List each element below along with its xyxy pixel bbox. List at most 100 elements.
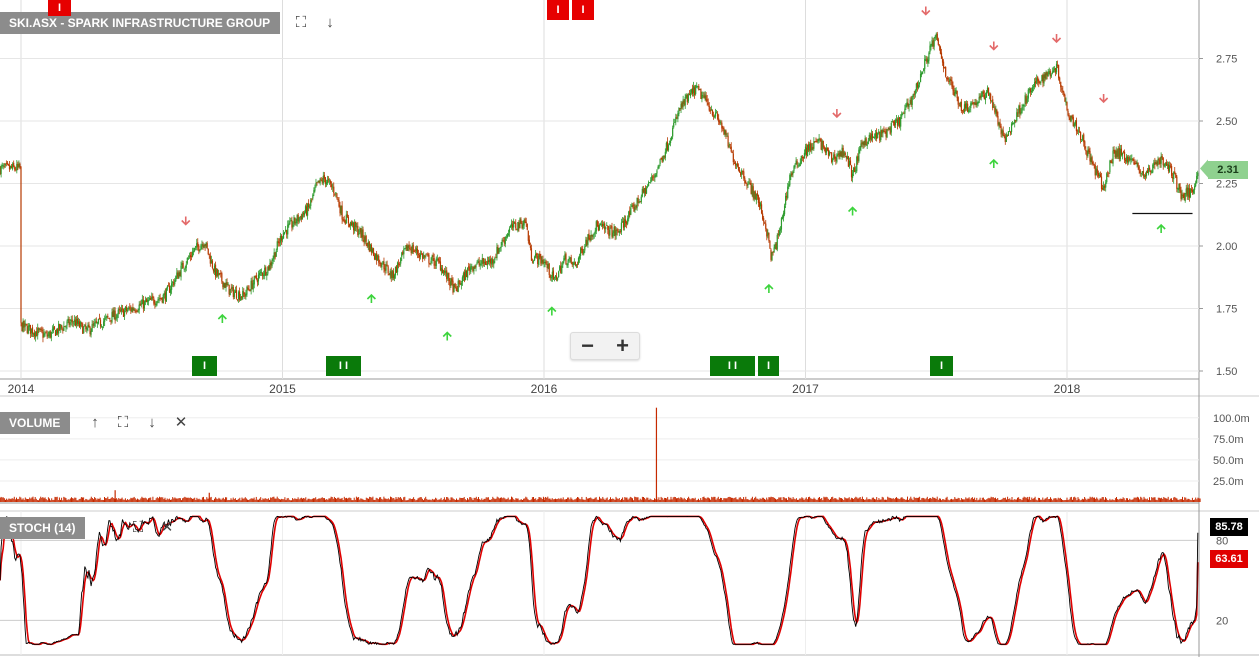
- candle-body: [398, 263, 400, 265]
- candle-body: [274, 252, 276, 258]
- badge-label: I: [57, 2, 62, 14]
- candle-body: [434, 264, 436, 266]
- close-icon[interactable]: ✕: [160, 519, 174, 536]
- candle-body: [1135, 162, 1137, 164]
- candle-body: [334, 193, 336, 195]
- candle-body: [763, 218, 765, 222]
- candle-body: [1192, 189, 1195, 193]
- candle-body: [437, 258, 439, 261]
- candle-body: [993, 106, 995, 108]
- signal-badge-green[interactable]: I: [930, 356, 953, 376]
- candle-body: [498, 248, 500, 254]
- candle-body: [283, 231, 286, 234]
- candle-body: [254, 275, 256, 277]
- candle-body: [121, 308, 124, 310]
- candle-body: [1081, 141, 1083, 142]
- candle-body: [680, 104, 682, 110]
- candle-body: [176, 272, 178, 277]
- close-icon[interactable]: ✕: [174, 414, 188, 431]
- candle-body: [300, 215, 302, 220]
- signal-badge-green[interactable]: I I: [326, 356, 361, 376]
- zoom-in-button[interactable]: +: [616, 333, 629, 358]
- candle-body: [1075, 120, 1078, 132]
- candle-body: [459, 283, 461, 285]
- candle-body: [686, 94, 688, 103]
- candle-body: [174, 280, 176, 285]
- candle-body: [854, 167, 856, 173]
- candle-body: [12, 163, 14, 169]
- candle-body: [988, 94, 991, 96]
- candle-body: [95, 321, 97, 323]
- candle-body: [683, 100, 685, 105]
- candle-body: [537, 255, 539, 264]
- candle-body: [119, 310, 121, 312]
- signal-badge-red[interactable]: I: [547, 0, 569, 20]
- candle-body: [639, 201, 641, 202]
- signal-badge-red[interactable]: I: [48, 0, 71, 16]
- zoom-out-button[interactable]: −: [581, 333, 594, 358]
- candle-body: [587, 234, 589, 245]
- candle-body: [1131, 158, 1133, 160]
- signal-badge-green[interactable]: I: [192, 356, 217, 376]
- candle-body: [62, 328, 64, 331]
- candle-body: [1065, 101, 1067, 103]
- candle-body: [501, 239, 503, 246]
- candle-body: [1043, 74, 1045, 84]
- candle-body: [984, 97, 987, 101]
- candle-body: [202, 244, 204, 248]
- candle-body: [797, 165, 799, 167]
- candle-body: [333, 186, 335, 194]
- candle-body: [123, 310, 126, 317]
- candle-body: [769, 241, 771, 249]
- candle-body: [593, 233, 595, 235]
- candle-body: [796, 161, 798, 165]
- candle-body: [1196, 175, 1198, 183]
- expand-icon[interactable]: ⛶: [295, 14, 307, 31]
- candle-body: [541, 260, 543, 263]
- candle-body: [367, 242, 369, 247]
- candle-body: [394, 266, 397, 276]
- candle-body: [476, 262, 478, 265]
- candle-body: [941, 58, 944, 63]
- candle-body: [275, 250, 277, 257]
- expand-icon[interactable]: ⛶: [132, 519, 144, 536]
- candle-body: [646, 186, 649, 188]
- candle-body: [535, 253, 537, 258]
- candle-body: [43, 333, 45, 337]
- move-down-icon[interactable]: ↓: [148, 414, 156, 431]
- candle-body: [773, 247, 775, 253]
- candle-body: [1153, 162, 1155, 165]
- candle-body: [608, 230, 610, 236]
- badge-label: I: [202, 360, 207, 372]
- candle-body: [1058, 64, 1060, 79]
- candle-body: [1100, 176, 1103, 190]
- move-up-icon[interactable]: ↑: [91, 414, 99, 431]
- candle-body: [925, 59, 927, 61]
- candle-body: [497, 247, 499, 254]
- signal-badge-green[interactable]: I: [758, 356, 779, 376]
- candle-body: [80, 322, 82, 327]
- candle-body: [545, 261, 547, 264]
- candle-body: [1085, 149, 1087, 152]
- candle-body: [486, 261, 489, 266]
- candle-body: [830, 152, 832, 154]
- candle-body: [977, 101, 979, 104]
- candle-body: [601, 223, 604, 227]
- expand-icon[interactable]: ⛶: [117, 414, 129, 431]
- candle-body: [15, 169, 17, 171]
- candle-body: [505, 237, 507, 238]
- candle-body: [1122, 151, 1125, 153]
- signal-badge-green[interactable]: I I: [710, 356, 755, 376]
- candle-body: [794, 164, 796, 168]
- move-down-icon[interactable]: ↓: [326, 14, 334, 31]
- candle-body: [390, 271, 392, 278]
- signal-badge-red[interactable]: I: [572, 0, 594, 20]
- candle-body: [712, 115, 715, 117]
- candle-body: [963, 104, 966, 112]
- candle-body: [231, 286, 233, 289]
- candle-body: [755, 193, 757, 201]
- candle-body: [421, 253, 423, 255]
- candle-body: [636, 197, 638, 209]
- candle-body: [179, 272, 181, 277]
